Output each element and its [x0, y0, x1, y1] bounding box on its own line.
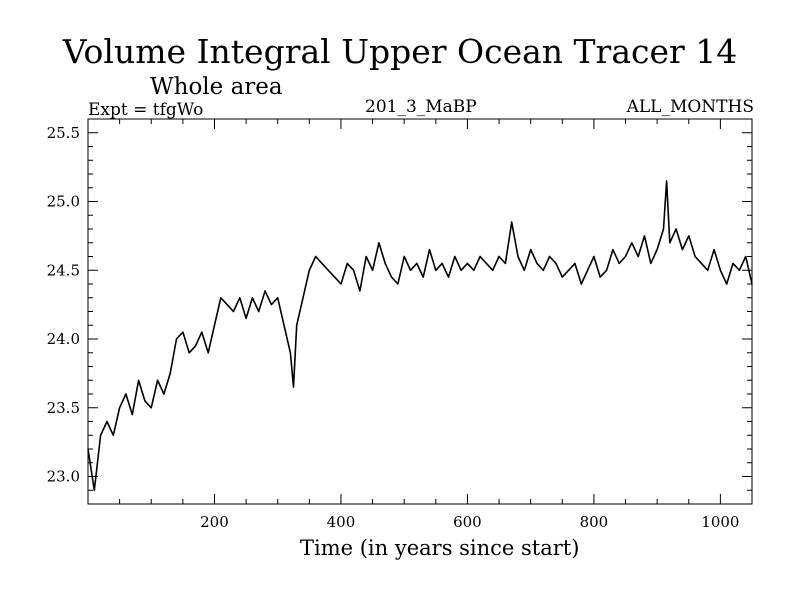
run-label: 201_3_MaBP — [365, 97, 477, 117]
y-tick-label: 24.5 — [47, 261, 80, 279]
x-tick-label: 400 — [327, 513, 356, 531]
y-tick-label: 23.5 — [47, 399, 80, 417]
x-tick-label: 200 — [200, 513, 229, 531]
plot-frame — [87, 118, 753, 505]
y-tick-label: 25.5 — [47, 124, 80, 142]
x-axis-label: Time (in years since start) — [300, 536, 580, 560]
series-line — [87, 180, 753, 492]
y-tick-label: 23.0 — [47, 468, 80, 486]
x-tick-label: 1000 — [701, 513, 739, 531]
chart-title: Volume Integral Upper Ocean Tracer 14 — [62, 32, 738, 71]
y-tick-label: 24.0 — [47, 330, 80, 348]
period-label: ALL_MONTHS — [626, 97, 754, 117]
y-tick-label: 25.0 — [47, 193, 80, 211]
x-tick-label: 600 — [453, 513, 482, 531]
x-tick-label: 800 — [580, 513, 609, 531]
experiment-label: Expt = tfgWo — [88, 100, 204, 120]
chart-subtitle: Whole area — [150, 74, 283, 100]
